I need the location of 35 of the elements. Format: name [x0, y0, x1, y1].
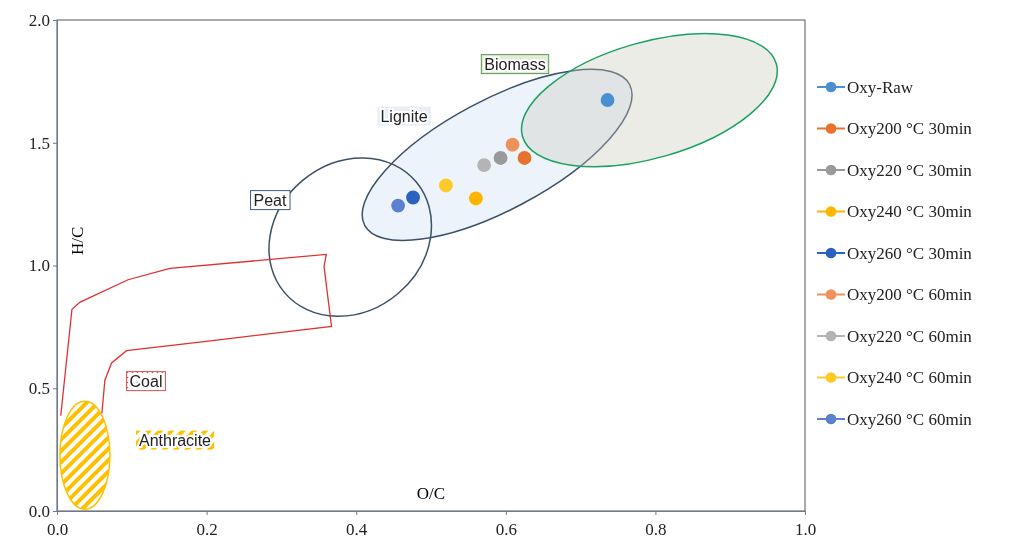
legend-label: Oxy-Raw	[847, 77, 914, 97]
legend-label: Oxy260 °C 60min	[847, 409, 973, 429]
y-tick-label: 0.5	[28, 379, 50, 399]
point	[439, 178, 453, 193]
y-tick-label: 2.0	[28, 10, 50, 30]
y-axis-title: H/C	[68, 226, 87, 256]
y-tick-label: 1.5	[28, 133, 50, 153]
legend-label: Oxy240 °C 60min	[847, 368, 973, 388]
legend-label: Oxy220 °C 30min	[847, 160, 973, 180]
point	[600, 93, 615, 107]
point	[517, 151, 532, 165]
x-tick-label: 0.4	[346, 520, 368, 539]
legend-label: Oxy220 °C 60min	[847, 326, 973, 346]
annotation: Lignite	[380, 107, 428, 125]
x-axis-title: O/C	[416, 484, 446, 503]
point	[505, 137, 520, 152]
legend-label: Oxy200 °C 30min	[847, 119, 973, 139]
x-tick-label: 0.6	[495, 520, 517, 539]
annotation: Biomass	[484, 55, 546, 73]
x-tick-label: 1.0	[794, 520, 817, 539]
legend-label: Oxy240 °C 30min	[847, 202, 973, 222]
point	[477, 158, 492, 172]
y-tick-label: 0.0	[28, 501, 50, 521]
point	[493, 151, 508, 165]
x-tick-label: 0.2	[196, 520, 218, 539]
point	[406, 190, 420, 205]
annotation: Peat	[253, 191, 288, 209]
x-tick-label: 0.8	[645, 520, 667, 539]
x-tick-label: 0.0	[46, 520, 69, 539]
annotation: Coal	[129, 372, 163, 390]
legend-label: Oxy200 °C 60min	[847, 285, 973, 305]
point	[468, 191, 483, 206]
y-tick-label: 1.0	[28, 256, 50, 276]
point	[391, 198, 405, 213]
legend-label: Oxy260 °C 30min	[847, 243, 973, 263]
